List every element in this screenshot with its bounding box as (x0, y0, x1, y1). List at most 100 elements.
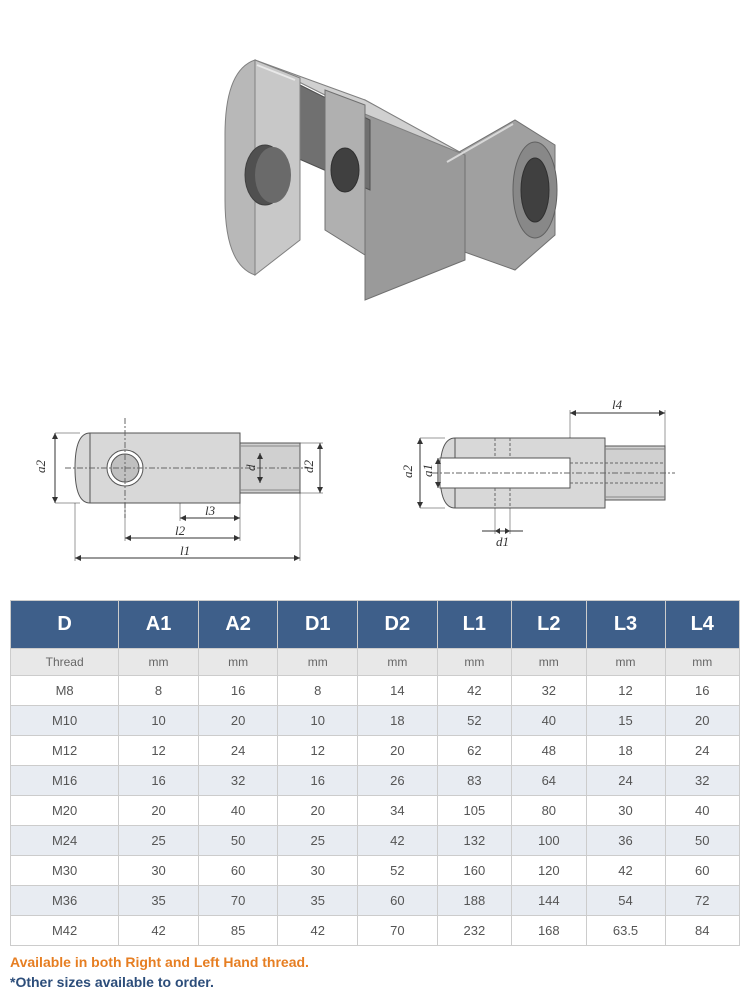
table-cell: M24 (11, 826, 119, 856)
dim-l4-label: l4 (612, 397, 623, 412)
technical-diagrams: a2 d d2 l3 l2 (10, 380, 740, 580)
table-cell: 20 (278, 796, 358, 826)
table-cell: 32 (198, 766, 278, 796)
col-header: L3 (586, 601, 665, 649)
table-cell: 40 (512, 706, 586, 736)
top-view-diagram: l4 a2 a1 d1 (400, 383, 720, 578)
table-cell: 54 (586, 886, 665, 916)
table-row: M36357035601881445472 (11, 886, 740, 916)
table-cell: 62 (437, 736, 511, 766)
table-cell: 84 (665, 916, 739, 946)
units-row: Thread mm mm mm mm mm mm mm mm (11, 649, 740, 676)
col-header: A2 (198, 601, 278, 649)
table-cell: 85 (198, 916, 278, 946)
col-header: L2 (512, 601, 586, 649)
table-cell: 26 (358, 766, 438, 796)
table-cell: 64 (512, 766, 586, 796)
sizes-note: *Other sizes available to order. (10, 974, 740, 990)
table-cell: M20 (11, 796, 119, 826)
table-cell: 105 (437, 796, 511, 826)
table-cell: 50 (665, 826, 739, 856)
table-cell: 8 (278, 676, 358, 706)
col-unit: mm (437, 649, 511, 676)
col-unit: mm (198, 649, 278, 676)
table-cell: 63.5 (586, 916, 665, 946)
table-cell: 42 (437, 676, 511, 706)
table-cell: 83 (437, 766, 511, 796)
header-row: D A1 A2 D1 D2 L1 L2 L3 L4 (11, 601, 740, 649)
table-cell: 42 (119, 916, 199, 946)
table-cell: 16 (665, 676, 739, 706)
table-cell: 20 (665, 706, 739, 736)
table-cell: 20 (358, 736, 438, 766)
col-header: L1 (437, 601, 511, 649)
table-cell: 8 (119, 676, 199, 706)
table-cell: 168 (512, 916, 586, 946)
table-cell: 16 (119, 766, 199, 796)
table-cell: M12 (11, 736, 119, 766)
table-cell: M8 (11, 676, 119, 706)
table-cell: 24 (665, 736, 739, 766)
table-row: M424285427023216863.584 (11, 916, 740, 946)
table-cell: 30 (586, 796, 665, 826)
table-row: M161632162683642432 (11, 766, 740, 796)
table-cell: 30 (278, 856, 358, 886)
table-cell: 40 (665, 796, 739, 826)
table-row: M2020402034105803040 (11, 796, 740, 826)
table-cell: 24 (198, 736, 278, 766)
table-cell: 70 (358, 916, 438, 946)
table-cell: 32 (512, 676, 586, 706)
table-row: M881681442321216 (11, 676, 740, 706)
table-cell: 16 (198, 676, 278, 706)
col-unit: mm (665, 649, 739, 676)
dim-l2-label: l2 (175, 523, 186, 538)
table-cell: 48 (512, 736, 586, 766)
table-cell: 232 (437, 916, 511, 946)
table-cell: 25 (278, 826, 358, 856)
table-row: M121224122062481824 (11, 736, 740, 766)
table-cell: 40 (198, 796, 278, 826)
table-cell: 12 (586, 676, 665, 706)
col-unit: mm (512, 649, 586, 676)
table-cell: 35 (278, 886, 358, 916)
table-cell: 18 (358, 706, 438, 736)
table-cell: 36 (586, 826, 665, 856)
col-header: L4 (665, 601, 739, 649)
table-cell: 32 (665, 766, 739, 796)
col-header: A1 (119, 601, 199, 649)
col-unit: mm (119, 649, 199, 676)
table-cell: 60 (358, 886, 438, 916)
side-view-diagram: a2 d d2 l3 l2 (30, 383, 370, 578)
dim-l3-label: l3 (205, 503, 216, 518)
table-cell: 10 (278, 706, 358, 736)
col-unit: mm (278, 649, 358, 676)
col-unit: Thread (11, 649, 119, 676)
table-row: M30306030521601204260 (11, 856, 740, 886)
table-cell: 60 (665, 856, 739, 886)
table-cell: 160 (437, 856, 511, 886)
table-cell: 24 (586, 766, 665, 796)
table-cell: 14 (358, 676, 438, 706)
table-row: M24255025421321003650 (11, 826, 740, 856)
table-cell: 100 (512, 826, 586, 856)
table-cell: 144 (512, 886, 586, 916)
table-cell: 30 (119, 856, 199, 886)
col-header: D1 (278, 601, 358, 649)
table-cell: M42 (11, 916, 119, 946)
table-cell: M36 (11, 886, 119, 916)
table-cell: 12 (278, 736, 358, 766)
table-cell: 42 (586, 856, 665, 886)
col-header: D2 (358, 601, 438, 649)
table-row: M101020101852401520 (11, 706, 740, 736)
table-cell: 70 (198, 886, 278, 916)
table-cell: 42 (358, 826, 438, 856)
table-cell: 20 (119, 796, 199, 826)
table-cell: 35 (119, 886, 199, 916)
table-cell: 12 (119, 736, 199, 766)
dim-a1-label: a1 (420, 464, 435, 477)
table-cell: 15 (586, 706, 665, 736)
dim-d2-label: d2 (301, 459, 316, 473)
specifications-table: D A1 A2 D1 D2 L1 L2 L3 L4 Thread mm mm m… (10, 600, 740, 946)
table-cell: 34 (358, 796, 438, 826)
dim-d1-label: d1 (496, 534, 509, 549)
